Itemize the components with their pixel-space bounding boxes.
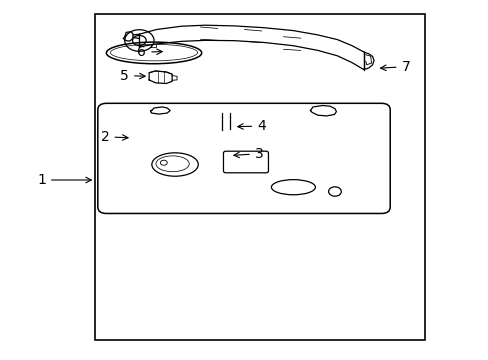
Text: 4: 4 <box>237 119 265 133</box>
Text: 2: 2 <box>101 130 128 144</box>
Text: 7: 7 <box>380 60 409 73</box>
Text: 1: 1 <box>37 173 91 187</box>
FancyBboxPatch shape <box>98 103 389 213</box>
Text: 5: 5 <box>120 69 145 82</box>
Bar <box>95 14 425 340</box>
FancyBboxPatch shape <box>223 151 268 173</box>
Text: 3: 3 <box>233 147 263 161</box>
Text: 6: 6 <box>137 45 162 59</box>
